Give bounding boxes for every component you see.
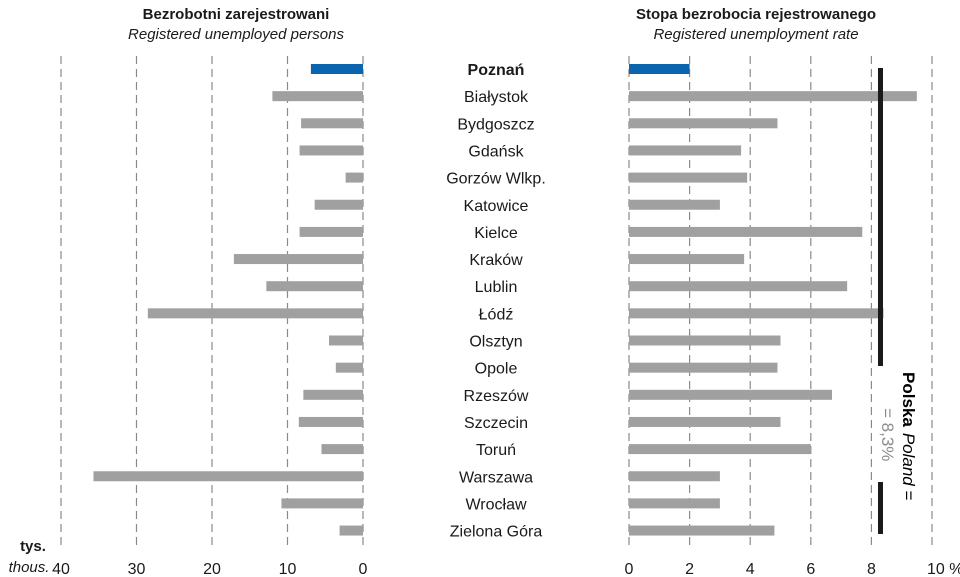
city-label: Gorzów Wlkp. [446,171,546,188]
city-label: Poznań [468,62,525,79]
right-bar [629,172,748,183]
city-label: Rzeszów [464,388,529,405]
left-bar [266,281,363,292]
right-tick-label: 2 [685,561,694,577]
right-bars [629,64,917,536]
right-bar [629,118,778,129]
right-bar [629,199,720,210]
right-tick-label: 10 % [927,561,960,577]
right-bar [629,416,781,427]
right-tick-label: 6 [806,561,815,577]
city-label: Bydgoszcz [457,116,534,133]
left-bar [345,172,363,183]
poland-reference-label: Polska Poland = [899,372,918,500]
left-chart-title: Bezrobotni zarejestrowani [143,6,330,23]
right-bar [629,389,833,400]
city-label: Szczecin [464,415,528,432]
left-gridlines [60,56,364,545]
unit-label: tys. [20,538,46,555]
city-labels: Poznań Białystok Bydgoszcz Gdańsk Gorzów Wlk… [446,62,546,541]
right-gridlines [628,56,933,545]
left-bar [321,444,363,455]
city-label: Gdańsk [468,143,524,160]
left-bar [298,416,363,427]
left-bar [303,389,363,400]
right-bar [629,471,720,482]
right-bar [629,254,745,265]
right-tick-label: 8 [867,561,876,577]
right-tick-labels: 0 2 4 6 8 10 % [625,561,960,577]
left-bar [314,199,363,210]
unit-label-en: thous. [9,559,50,576]
left-bar [299,145,363,156]
left-bar [299,226,363,237]
city-label: Opole [475,361,518,378]
city-label: Kraków [469,252,523,269]
right-bar [629,64,690,74]
left-bar [329,335,363,346]
right-bar [629,498,720,509]
reference-label-suffix: = [899,486,918,501]
right-bar [629,281,848,292]
left-bar [335,362,363,373]
city-label: Toruń [476,442,516,459]
left-bar [310,64,363,74]
reference-label-italic: Poland [899,433,918,486]
reference-value-label: = 8,3% [878,408,897,461]
left-tick-label: 30 [128,561,146,577]
left-bars [93,64,363,536]
left-bar [233,254,363,265]
city-label: Wrocław [465,496,526,513]
right-bar [629,362,778,373]
left-tick-label: 10 [279,561,297,577]
right-tick-label: 4 [746,561,755,577]
right-bar [629,226,863,237]
city-label: Olsztyn [469,334,522,351]
right-bar [629,308,884,319]
city-label: Lublin [475,279,518,296]
left-tick-labels: 40 30 20 10 0 [52,561,367,577]
city-label: Warszawa [459,469,533,486]
left-tick-label: 20 [203,561,221,577]
city-label: Kielce [474,225,518,242]
right-chart-title: Stopa bezrobocia rejestrowanego [636,6,876,23]
left-chart-subtitle: Registered unemployed persons [128,26,344,43]
city-label: Zielona Góra [450,524,543,541]
right-chart-subtitle: Registered unemployment rate [653,26,858,43]
left-tick-label: 40 [52,561,70,577]
left-bar [147,308,363,319]
right-bar [629,525,775,536]
right-bar [629,91,917,102]
left-bar [339,525,363,536]
city-label: Łódź [479,306,514,323]
right-bar [629,335,781,346]
reference-label-bold: Polska [899,372,918,427]
city-label: Katowice [464,198,529,215]
left-tick-label: 0 [359,561,368,577]
reference-label-background [874,366,926,482]
right-bar [629,444,811,455]
left-bar [93,471,363,482]
left-bar [281,498,363,509]
right-bar [629,145,742,156]
left-bar [301,118,363,129]
left-bar [272,91,363,102]
city-label: Białystok [464,89,529,106]
right-tick-label: 0 [625,561,634,577]
